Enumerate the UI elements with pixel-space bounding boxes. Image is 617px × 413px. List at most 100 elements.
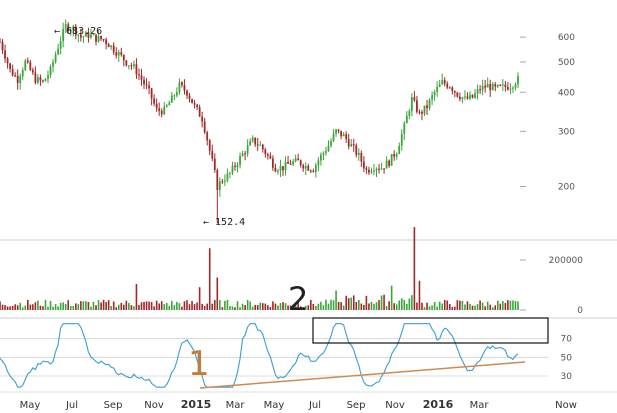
candle-body bbox=[11, 69, 14, 76]
volume-bar bbox=[62, 302, 64, 310]
volume-bar bbox=[213, 300, 216, 310]
candle-body bbox=[254, 137, 257, 145]
volume-bar bbox=[456, 300, 459, 310]
candle-body bbox=[42, 80, 44, 82]
candle-body bbox=[1, 41, 4, 51]
candle-body bbox=[426, 105, 428, 109]
volume-bar bbox=[69, 306, 72, 310]
osc-tick-label: 50 bbox=[561, 353, 573, 363]
candle-body bbox=[441, 80, 444, 85]
candle-body bbox=[24, 60, 27, 71]
candle-body bbox=[451, 87, 454, 92]
volume-bar bbox=[292, 304, 294, 310]
candle-body bbox=[188, 95, 191, 99]
volume-bar bbox=[117, 304, 120, 310]
volume-bar bbox=[241, 303, 244, 310]
candle-body bbox=[279, 166, 282, 171]
volume-bar bbox=[211, 303, 214, 310]
volume-bar bbox=[486, 301, 489, 310]
candle-body bbox=[314, 165, 317, 172]
candle-body bbox=[274, 167, 277, 172]
volume-bar bbox=[327, 303, 330, 310]
price-tick-label: 400 bbox=[558, 88, 575, 98]
candle-body bbox=[203, 121, 206, 133]
candle-body bbox=[410, 97, 413, 111]
volume-bar bbox=[504, 302, 507, 310]
candle-body bbox=[448, 87, 451, 89]
candle-body bbox=[383, 168, 385, 170]
volume-bar bbox=[57, 306, 59, 310]
candle-body bbox=[186, 90, 188, 96]
candle-body bbox=[489, 83, 492, 91]
volume-bar bbox=[90, 306, 92, 310]
candle-body bbox=[322, 152, 325, 155]
candle-body bbox=[105, 39, 108, 44]
volume-bar bbox=[234, 307, 236, 310]
candle-body bbox=[102, 39, 105, 41]
x-tick-label: Sep bbox=[347, 400, 366, 411]
candle-body bbox=[453, 91, 456, 93]
volume-bar bbox=[350, 297, 353, 310]
candle-body bbox=[385, 160, 388, 169]
volume-bar bbox=[476, 304, 479, 310]
volume-bar bbox=[67, 300, 70, 310]
oscillator-panel bbox=[0, 323, 548, 388]
volume-bar bbox=[42, 306, 44, 310]
candle-body bbox=[223, 180, 226, 182]
candle-body bbox=[52, 61, 54, 67]
x-tick-label: Nov bbox=[385, 400, 405, 411]
candle-body bbox=[264, 149, 267, 155]
volume-bar bbox=[128, 302, 130, 310]
volume-bar bbox=[411, 295, 413, 310]
volume-bar bbox=[11, 306, 14, 310]
candle-body bbox=[378, 168, 380, 170]
candle-body bbox=[352, 144, 355, 146]
candle-body bbox=[506, 86, 509, 90]
candle-body bbox=[168, 102, 171, 106]
candle-body bbox=[72, 26, 75, 31]
candle-body bbox=[6, 58, 9, 64]
osc-tick-label: 30 bbox=[561, 372, 573, 382]
candle-body bbox=[456, 92, 459, 97]
volume-bar bbox=[322, 305, 325, 310]
time-axis: May Jul Sep Nov 2015 Mar May Jul Sep Nov 2016 Mar No… bbox=[20, 398, 577, 411]
candle-body bbox=[325, 151, 327, 153]
volume-bar bbox=[517, 301, 519, 310]
volume-bar bbox=[82, 301, 85, 310]
volume-bar bbox=[44, 299, 47, 310]
volume-bar bbox=[183, 301, 186, 310]
volume-bar bbox=[59, 302, 62, 310]
volume-bar bbox=[226, 299, 229, 310]
candle-body bbox=[150, 88, 153, 99]
volume-bar bbox=[168, 305, 171, 310]
candle-body bbox=[423, 105, 426, 114]
candle-body bbox=[26, 60, 29, 63]
volume-bar bbox=[502, 301, 504, 310]
x-tick-label: Jul bbox=[65, 400, 78, 411]
candle-body bbox=[201, 116, 204, 122]
candle-body bbox=[127, 65, 130, 67]
volume-bar bbox=[19, 302, 22, 310]
volume-bar bbox=[140, 302, 143, 310]
volume-bar bbox=[413, 227, 416, 310]
candle-body bbox=[229, 172, 231, 174]
volume-bar bbox=[307, 305, 310, 310]
volume-bar bbox=[436, 306, 438, 310]
candle-body bbox=[514, 84, 517, 88]
annotation-1-trendline bbox=[199, 361, 526, 389]
volume-bar bbox=[158, 303, 160, 310]
price-tick-label: 200 bbox=[558, 183, 575, 193]
volume-bar bbox=[92, 301, 95, 310]
volume-bar bbox=[251, 306, 254, 310]
volume-bar bbox=[216, 277, 219, 310]
volume-bar bbox=[14, 304, 16, 310]
volume-bar bbox=[289, 305, 292, 310]
candle-body bbox=[421, 111, 423, 114]
volume-bar bbox=[464, 304, 466, 310]
volume-bar bbox=[466, 301, 469, 310]
volume-bar bbox=[274, 303, 277, 310]
candle-body bbox=[85, 32, 87, 37]
candle-body bbox=[213, 158, 216, 170]
volume-bar bbox=[383, 294, 385, 310]
candle-body bbox=[330, 140, 332, 147]
